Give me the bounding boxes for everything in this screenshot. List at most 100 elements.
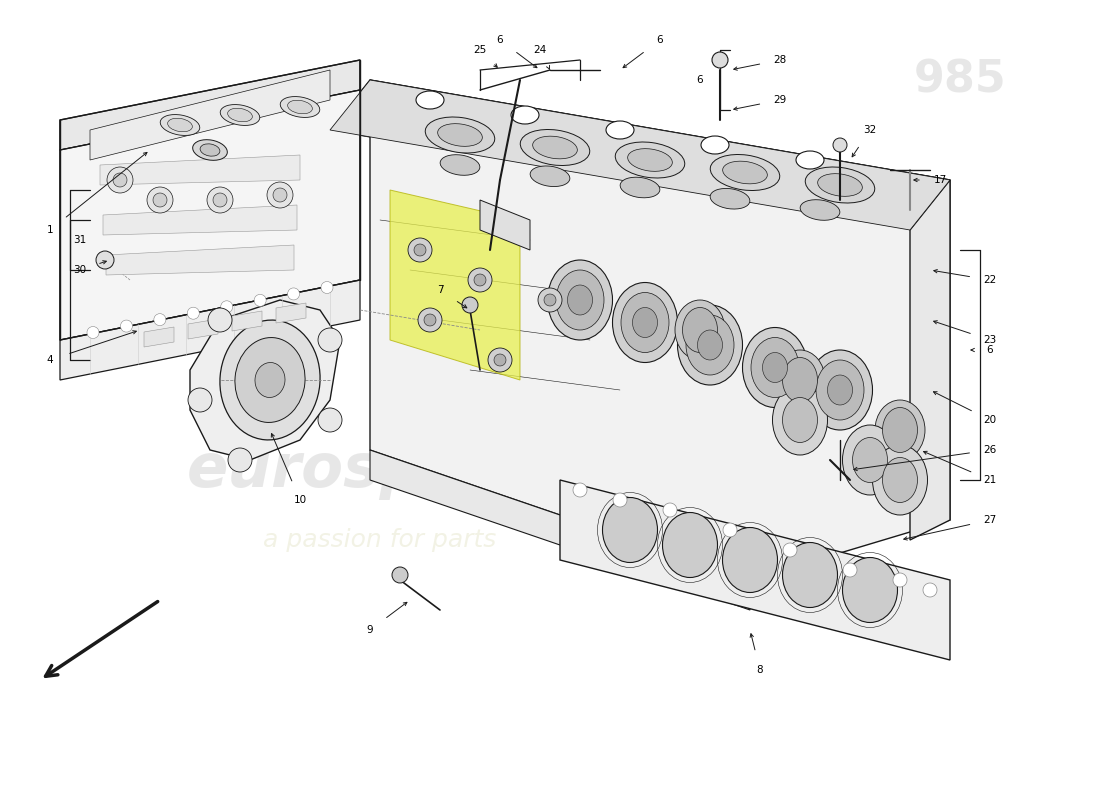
Text: eurospares: eurospares	[187, 441, 573, 499]
Circle shape	[107, 167, 133, 193]
Circle shape	[923, 583, 937, 597]
Ellipse shape	[520, 130, 590, 166]
Ellipse shape	[782, 358, 817, 402]
Circle shape	[462, 297, 478, 313]
Circle shape	[893, 573, 907, 587]
Ellipse shape	[512, 106, 539, 124]
Ellipse shape	[805, 167, 874, 203]
Circle shape	[613, 493, 627, 507]
Text: 21: 21	[983, 475, 997, 485]
Ellipse shape	[228, 108, 252, 122]
Polygon shape	[190, 300, 340, 460]
Ellipse shape	[532, 136, 578, 159]
Ellipse shape	[711, 154, 780, 190]
Ellipse shape	[807, 350, 872, 430]
Ellipse shape	[882, 407, 917, 453]
Circle shape	[474, 274, 486, 286]
Ellipse shape	[662, 513, 717, 578]
Polygon shape	[390, 190, 520, 380]
Text: 6: 6	[987, 345, 993, 355]
Text: 32: 32	[864, 125, 877, 135]
Circle shape	[154, 314, 166, 326]
Ellipse shape	[816, 360, 864, 420]
Text: 6: 6	[657, 35, 663, 45]
Polygon shape	[330, 80, 950, 230]
Circle shape	[468, 268, 492, 292]
Ellipse shape	[723, 527, 778, 593]
Text: 985: 985	[914, 58, 1006, 102]
Circle shape	[207, 187, 233, 213]
Circle shape	[424, 314, 436, 326]
Circle shape	[254, 294, 266, 306]
Text: 7: 7	[437, 285, 443, 295]
Polygon shape	[560, 480, 950, 660]
Text: 6: 6	[497, 35, 504, 45]
Text: 6: 6	[696, 75, 703, 85]
Text: 8: 8	[757, 665, 763, 675]
Circle shape	[414, 244, 426, 256]
Circle shape	[783, 543, 798, 557]
Text: 1: 1	[46, 225, 53, 235]
Circle shape	[96, 251, 114, 269]
Ellipse shape	[782, 398, 817, 442]
Circle shape	[663, 503, 676, 517]
Circle shape	[538, 288, 562, 312]
Ellipse shape	[843, 558, 898, 622]
Polygon shape	[106, 245, 294, 275]
Polygon shape	[276, 303, 306, 323]
Circle shape	[573, 483, 587, 497]
Ellipse shape	[800, 200, 840, 220]
Ellipse shape	[530, 166, 570, 186]
Ellipse shape	[606, 121, 634, 139]
Ellipse shape	[874, 400, 925, 460]
Text: 17: 17	[934, 175, 947, 185]
Ellipse shape	[621, 293, 669, 353]
Text: 29: 29	[773, 95, 786, 105]
Ellipse shape	[762, 353, 788, 382]
Polygon shape	[144, 327, 174, 347]
Ellipse shape	[568, 285, 593, 315]
Ellipse shape	[827, 375, 853, 405]
Ellipse shape	[620, 178, 660, 198]
Text: 9: 9	[366, 625, 373, 635]
Polygon shape	[60, 90, 360, 340]
Ellipse shape	[882, 458, 917, 502]
Circle shape	[321, 282, 333, 294]
Text: 24: 24	[534, 45, 547, 55]
Polygon shape	[480, 200, 530, 250]
Ellipse shape	[632, 307, 658, 338]
Ellipse shape	[628, 149, 672, 171]
Text: 10: 10	[294, 495, 307, 505]
Ellipse shape	[678, 305, 743, 385]
Ellipse shape	[686, 315, 734, 375]
Circle shape	[408, 238, 432, 262]
Ellipse shape	[817, 174, 862, 196]
Circle shape	[120, 320, 132, 332]
Circle shape	[187, 307, 199, 319]
Text: 22: 22	[983, 275, 997, 285]
Polygon shape	[103, 205, 297, 235]
Ellipse shape	[438, 124, 482, 146]
Circle shape	[153, 193, 167, 207]
Text: a passion for parts: a passion for parts	[263, 528, 496, 552]
Circle shape	[267, 182, 293, 208]
Ellipse shape	[782, 542, 837, 607]
Ellipse shape	[796, 151, 824, 169]
Ellipse shape	[255, 362, 285, 398]
Circle shape	[392, 567, 408, 583]
Ellipse shape	[426, 117, 495, 153]
Circle shape	[488, 348, 512, 372]
Polygon shape	[370, 450, 750, 610]
Ellipse shape	[280, 97, 320, 118]
Ellipse shape	[556, 270, 604, 330]
Text: 26: 26	[983, 445, 997, 455]
Circle shape	[213, 193, 227, 207]
Ellipse shape	[548, 260, 613, 340]
Ellipse shape	[161, 114, 200, 135]
Text: 23: 23	[983, 335, 997, 345]
Text: 25: 25	[473, 45, 486, 55]
Circle shape	[221, 301, 233, 313]
Circle shape	[287, 288, 299, 300]
Polygon shape	[60, 280, 360, 380]
Ellipse shape	[682, 307, 717, 353]
